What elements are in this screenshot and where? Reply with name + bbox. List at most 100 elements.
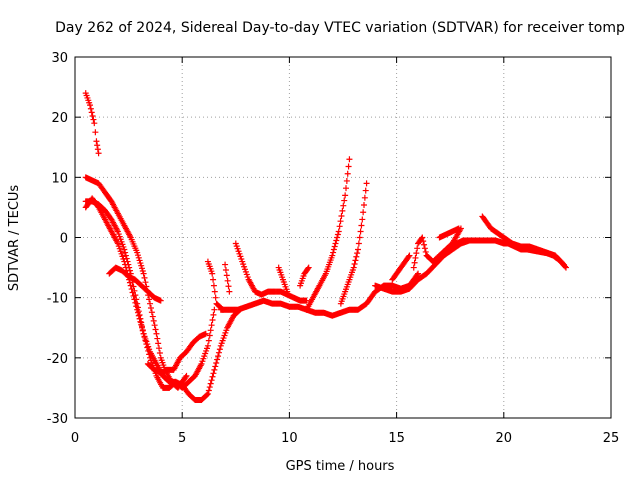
data-point [351,260,358,267]
data-point [421,241,428,248]
data-point [226,288,233,295]
y-axis-label: SDTVAR / TECUs [7,185,22,292]
data-point [140,270,147,277]
data-point [147,304,154,311]
data-point [210,276,217,283]
data-point [213,359,220,366]
data-point [133,303,140,310]
data-point [210,282,217,289]
data-point [212,294,219,301]
data-point [156,350,163,357]
data-point [415,270,422,277]
data-point [455,225,462,232]
data-point [359,216,366,223]
data-point [94,142,101,149]
data-point [121,258,128,265]
data-point [335,228,342,235]
data-point [215,349,222,356]
data-point [346,156,353,163]
data-point [336,223,343,230]
data-point [216,346,223,353]
data-point [330,249,337,256]
data-point [148,309,155,316]
y-tick-label: 30 [51,51,68,66]
data-point [345,163,352,170]
x-tick-label: 20 [496,431,513,446]
data-point [411,259,418,266]
data-point [157,297,164,304]
data-point [412,254,419,261]
series-track-5 [106,264,164,304]
data-point [353,253,360,260]
data-point [339,207,346,214]
data-point [222,266,229,273]
data-point [122,249,129,256]
axis-ticks: 0 5 10 15 20 25 30 20 10 0 -10 -20 -30 [47,51,620,446]
data-point [132,299,139,306]
y-tick-label: -20 [47,352,68,367]
data-point [139,324,145,331]
data-point [127,282,134,289]
data-point [222,261,229,268]
data-point [357,228,364,235]
series-track-7 [204,258,226,313]
data-point [206,332,213,339]
data-point [405,253,412,260]
data-point [223,272,230,279]
data-point [212,363,219,370]
data-point [422,248,429,255]
x-axis-label: GPS time / hours [286,459,395,474]
data-point [343,177,350,184]
x-tick-label: 0 [71,431,79,446]
data-point [211,288,218,295]
data-point [204,342,211,349]
data-point [304,265,311,272]
data-point [183,372,190,379]
data-point [138,262,145,269]
data-point [135,254,142,261]
data-points [82,90,569,403]
data-point [202,330,209,337]
data-point [136,315,143,322]
data-point [330,246,337,253]
series-track-15 [389,252,413,283]
data-point [211,366,218,373]
series-track-10 [275,264,291,295]
data-point [88,109,95,116]
data-point [137,318,144,325]
data-point [344,170,351,177]
data-point [224,277,231,284]
data-point [209,373,216,380]
data-point [342,192,349,199]
data-point [225,283,232,290]
data-point [333,237,340,244]
data-point [146,296,153,303]
data-point [420,238,427,245]
data-point [406,252,413,259]
data-point [341,197,348,204]
data-point [134,252,141,259]
series-track-11 [297,264,312,289]
data-point [214,356,221,363]
data-point [122,261,129,268]
data-point [207,327,214,334]
data-point [334,234,341,241]
series-track-9 [232,240,310,304]
data-point [149,313,156,320]
data-point [138,321,145,328]
data-point [414,271,421,278]
data-point [352,257,359,264]
data-point [209,317,216,324]
data-point [90,116,97,123]
data-point [361,194,368,201]
data-point [340,202,347,209]
series-track-14 [337,180,370,307]
data-point [334,231,341,238]
data-point [305,264,312,271]
data-point [215,353,222,360]
data-point [89,112,96,119]
data-point [362,187,369,194]
data-point [204,390,211,397]
series-track-18 [447,237,569,271]
